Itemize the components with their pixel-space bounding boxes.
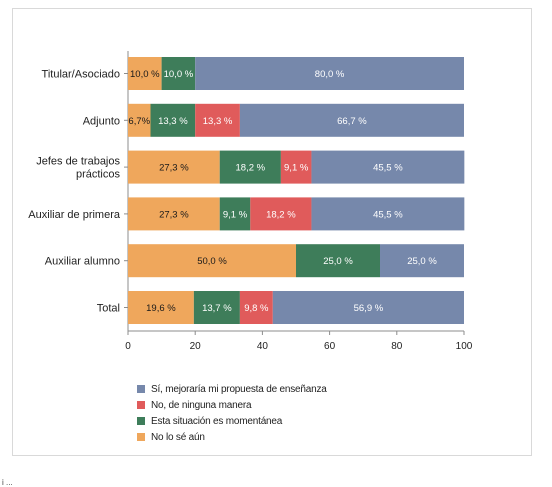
bar-segment	[128, 197, 220, 231]
legend-swatch	[137, 401, 145, 409]
category-label: Auxiliar de primera	[28, 209, 121, 221]
bar-segment	[128, 291, 194, 324]
data-label: 9,1 %	[284, 163, 309, 174]
data-label: 13,3 %	[158, 116, 188, 127]
data-label: 45,5 %	[373, 163, 403, 174]
category-label: Jefes de trabajos	[36, 156, 120, 168]
bar-segment	[311, 197, 465, 231]
legend-item: No, de ninguna manera	[137, 397, 327, 413]
x-tick-label-40: 40	[257, 341, 269, 352]
bar-segment	[250, 197, 312, 231]
data-label: 9,8 %	[244, 303, 269, 314]
category-label: Total	[97, 303, 120, 315]
legend-label: No lo sé aún	[151, 431, 205, 443]
legend-item: Esta situación es momentánea	[137, 413, 327, 429]
bar-segment	[219, 197, 251, 231]
bar-segment	[195, 103, 240, 137]
data-label: 13,3 %	[203, 116, 233, 127]
data-label: 27,3 %	[159, 163, 189, 174]
data-label: 18,2 %	[236, 163, 266, 174]
legend-label: Esta situación es momentánea	[151, 415, 283, 427]
data-label: 6,7%	[128, 116, 150, 127]
legend-label: Sí, mejoraría mi propuesta de enseñanza	[151, 383, 327, 395]
data-label: 9,1 %	[223, 209, 248, 220]
legend-swatch	[137, 385, 145, 393]
bar-segment	[128, 244, 296, 278]
bar-segment	[128, 150, 220, 184]
chart-frame: 0 20 40 60 80 100 Titular/Asociado 10,0 % 10,0 %…	[12, 8, 532, 456]
legend-item: No lo sé aún	[137, 429, 327, 445]
bar-segment	[128, 103, 151, 137]
bar-segment	[272, 291, 464, 324]
category-label: prácticos	[76, 169, 121, 181]
data-label: 80,0 %	[315, 69, 345, 80]
legend-label: No, de ninguna manera	[151, 399, 252, 411]
legend: Sí, mejoraría mi propuesta de enseñanza N…	[137, 381, 327, 445]
x-tick-label-80: 80	[391, 341, 403, 352]
bar-segment	[150, 103, 196, 137]
data-label: 10,0 %	[130, 69, 160, 80]
bar-segment	[219, 150, 281, 184]
data-label: 19,6 %	[146, 303, 176, 314]
data-label: 66,7 %	[337, 116, 367, 127]
data-label: 56,9 %	[354, 303, 384, 314]
bar-segment	[380, 244, 464, 278]
bar-segment	[195, 57, 464, 90]
data-label: 50,0 %	[197, 256, 227, 267]
category-label: Auxiliar alumno	[45, 256, 120, 268]
legend-swatch	[137, 433, 145, 441]
x-tick-label-60: 60	[324, 341, 336, 352]
data-label: 18,2 %	[266, 209, 296, 220]
bar-segment	[161, 57, 196, 90]
data-label: 45,5 %	[373, 209, 403, 220]
stacked-bar-chart: 0 20 40 60 80 100 Titular/Asociado 10,0 % 10,0 %…	[28, 51, 473, 352]
category-label: Adjunto	[83, 115, 120, 127]
data-label: 10,0 %	[164, 69, 194, 80]
data-label: 25,0 %	[323, 256, 353, 267]
bar-segment	[239, 103, 464, 137]
data-label: 25,0 %	[407, 256, 437, 267]
bar-segment	[296, 244, 380, 278]
data-label: 27,3 %	[159, 209, 189, 220]
data-label: 13,7 %	[202, 303, 232, 314]
category-label: Titular/Asociado	[42, 69, 120, 81]
x-tick-label-100: 100	[456, 341, 473, 352]
bar-segment	[128, 57, 162, 90]
corner-mark: i ...	[2, 478, 13, 487]
legend-item: Sí, mejoraría mi propuesta de enseñanza	[137, 381, 327, 397]
bar-segment	[280, 150, 312, 184]
x-tick-label-0: 0	[125, 341, 131, 352]
legend-swatch	[137, 417, 145, 425]
bar-segment	[193, 291, 240, 324]
bar-segment	[311, 150, 465, 184]
bar-segment	[239, 291, 273, 324]
x-tick-label-20: 20	[190, 341, 202, 352]
